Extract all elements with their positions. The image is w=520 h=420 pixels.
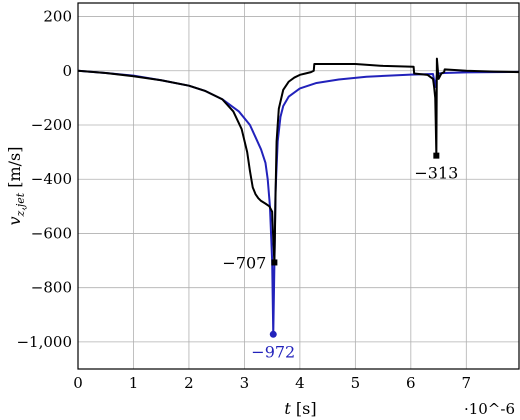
grid-lines xyxy=(77,3,519,369)
annotation-marker xyxy=(271,259,278,266)
x-axis-label: t [s] xyxy=(284,399,316,418)
x-tick-label: 6 xyxy=(406,374,416,392)
y-tick-label: −400 xyxy=(31,170,72,188)
annotation-label: −707 xyxy=(222,253,266,272)
y-tick-label: −800 xyxy=(31,279,72,297)
y-tick-label: 200 xyxy=(43,8,72,26)
annotation-label: −313 xyxy=(414,164,458,183)
x-tick-label: 3 xyxy=(240,374,250,392)
x-tick-label: 7 xyxy=(462,374,472,392)
black-series-line xyxy=(77,57,520,264)
annotation-marker xyxy=(433,152,440,159)
annotation-marker xyxy=(269,330,277,338)
y-tick-label: −1,000 xyxy=(16,333,72,351)
x-tick-label: 4 xyxy=(295,374,305,392)
x-tick-label: 5 xyxy=(351,374,361,392)
tick-labels: 0 1 2 3 4 5 6 7 200 0 −200 −400 −600 −800 −1,000 xyxy=(16,8,471,392)
series-lines xyxy=(77,57,520,336)
y-tick-label: 0 xyxy=(62,62,72,80)
x-tick-label: 0 xyxy=(73,374,83,392)
y-tick-label: −200 xyxy=(31,116,72,134)
y-tick-label: −600 xyxy=(31,224,72,242)
annotation-label: −972 xyxy=(251,342,295,361)
x-axis-multiplier: ·10^-6 xyxy=(464,400,515,418)
y-axis-label: vz,jet [m/s] xyxy=(5,146,27,225)
plot-frame xyxy=(77,2,520,370)
blue-series-line xyxy=(77,69,520,336)
annotations: −707 −972 −313 xyxy=(222,152,458,361)
x-tick-label: 2 xyxy=(184,374,194,392)
x-tick-label: 1 xyxy=(129,374,139,392)
